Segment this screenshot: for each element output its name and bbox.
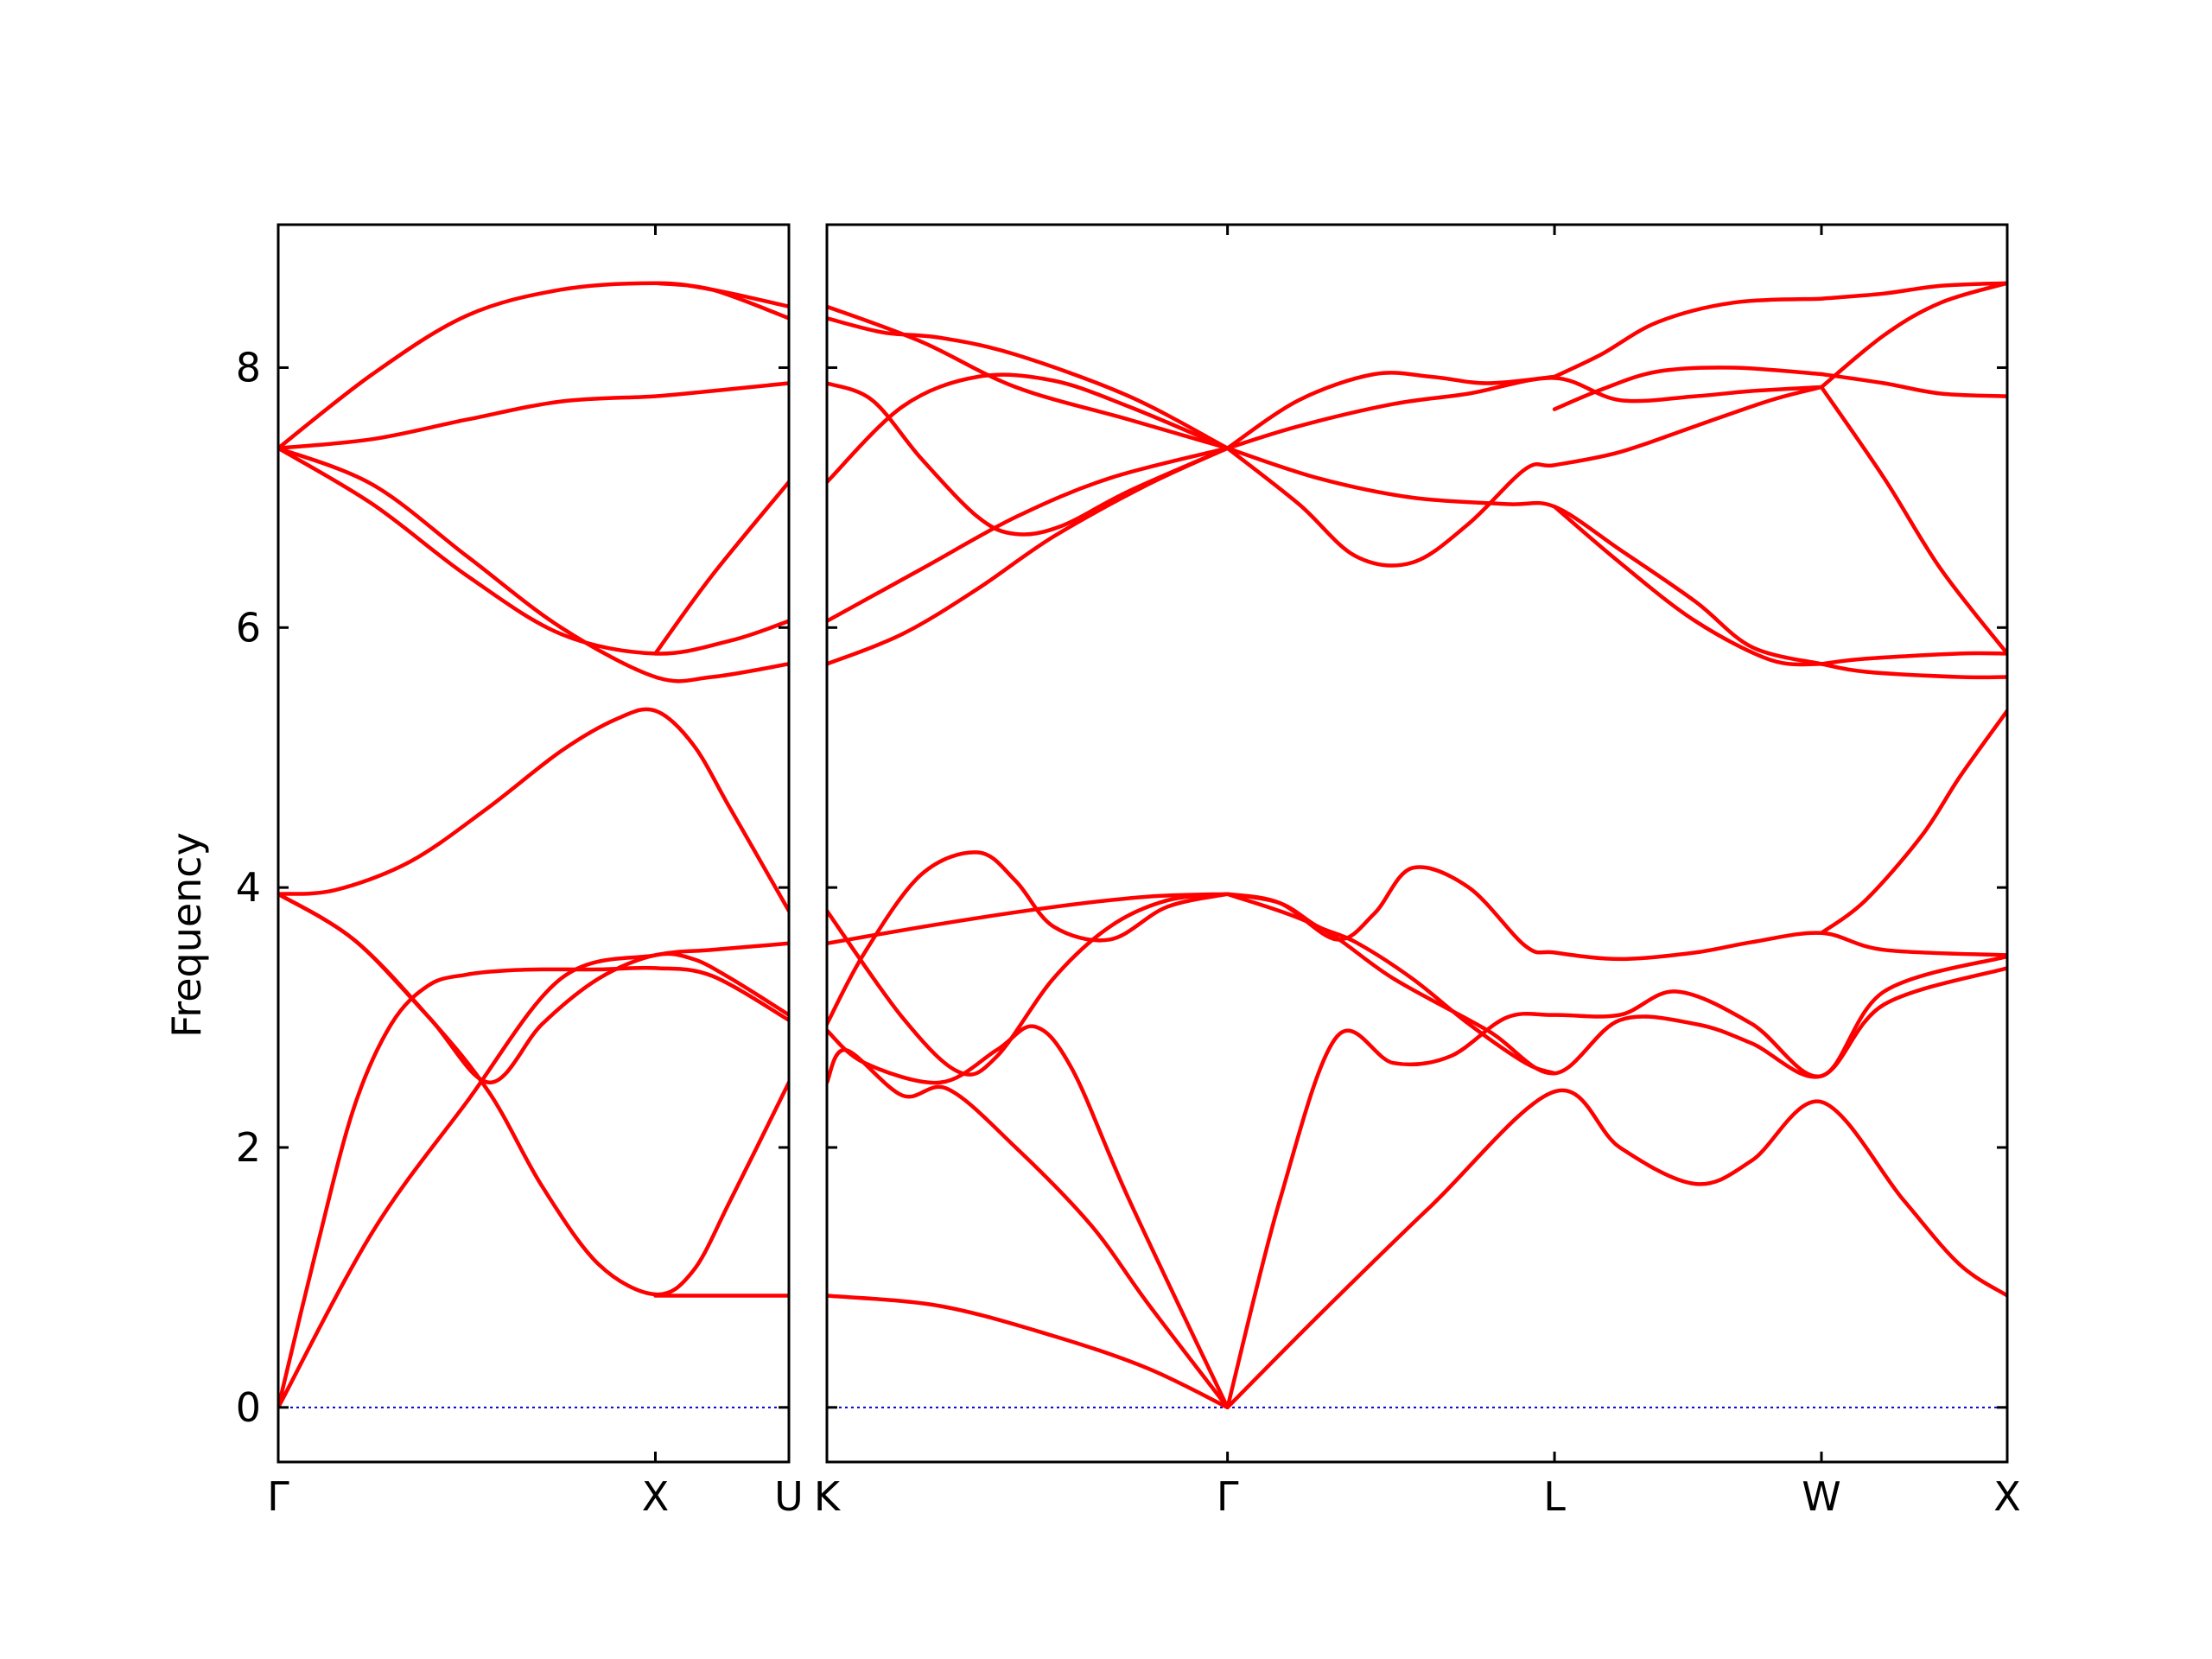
band-line [827, 304, 1230, 450]
band-line [1225, 385, 1824, 568]
band-line [1819, 372, 2007, 398]
band-line [1819, 281, 2007, 301]
x-tick-label: Γ [267, 1473, 289, 1520]
band-line [827, 892, 1230, 1077]
x-tick-label: Γ [1217, 1473, 1239, 1520]
axes-frame [825, 223, 2009, 1464]
x-tick-label: X [1993, 1473, 2021, 1520]
band-line [278, 965, 789, 1410]
x-tick-label: W [1802, 1473, 1840, 1520]
x-tick-label: L [1543, 1473, 1566, 1520]
band-line [827, 446, 1230, 624]
band-line [1225, 371, 1557, 450]
band-line [827, 1047, 1230, 1410]
band-line [827, 850, 1230, 1027]
band-line [827, 381, 1230, 537]
band-line [278, 892, 789, 1297]
band-line [1552, 365, 1824, 411]
band-line [827, 446, 1230, 666]
band-line [1819, 662, 2007, 680]
panel-1: 0 2 4 6 8 Γ X U [236, 223, 804, 1520]
band-line [278, 381, 789, 450]
band-line [1225, 446, 1824, 666]
band-group [278, 281, 789, 1410]
band-line [278, 707, 789, 913]
axes-frame [276, 223, 791, 1464]
band-line [1552, 505, 1824, 667]
band-group [827, 281, 2007, 1410]
band-line [278, 941, 789, 1410]
x-tick-label: X [642, 1473, 670, 1520]
band-line [1225, 892, 1557, 1076]
band-line [1819, 709, 2007, 936]
band-line [278, 281, 789, 450]
band-line [1819, 281, 2007, 390]
y-tick-label: 4 [236, 864, 261, 911]
x-tick-label: U [774, 1473, 804, 1520]
band-line [278, 446, 789, 656]
band-line [278, 446, 789, 683]
band-line [653, 281, 789, 321]
band-line [827, 1024, 1230, 1410]
y-axis-title: Frequency [163, 832, 210, 1038]
y-tick-label: 8 [236, 344, 261, 391]
x-tick-label: K [814, 1473, 842, 1520]
band-line [1225, 1088, 2007, 1410]
band-line [1552, 296, 1824, 379]
band-line [1819, 651, 2007, 666]
band-line [827, 372, 1230, 485]
y-tick-label: 6 [236, 604, 261, 651]
band-line [653, 480, 789, 656]
band-line [278, 892, 789, 1085]
band-line [827, 1294, 1230, 1410]
band-line [1225, 892, 2007, 1079]
band-line [827, 316, 1230, 450]
band-line [827, 892, 1230, 946]
y-tick-label: 2 [236, 1124, 261, 1171]
y-tick-label: 0 [236, 1384, 261, 1431]
band-line [1819, 385, 2007, 656]
